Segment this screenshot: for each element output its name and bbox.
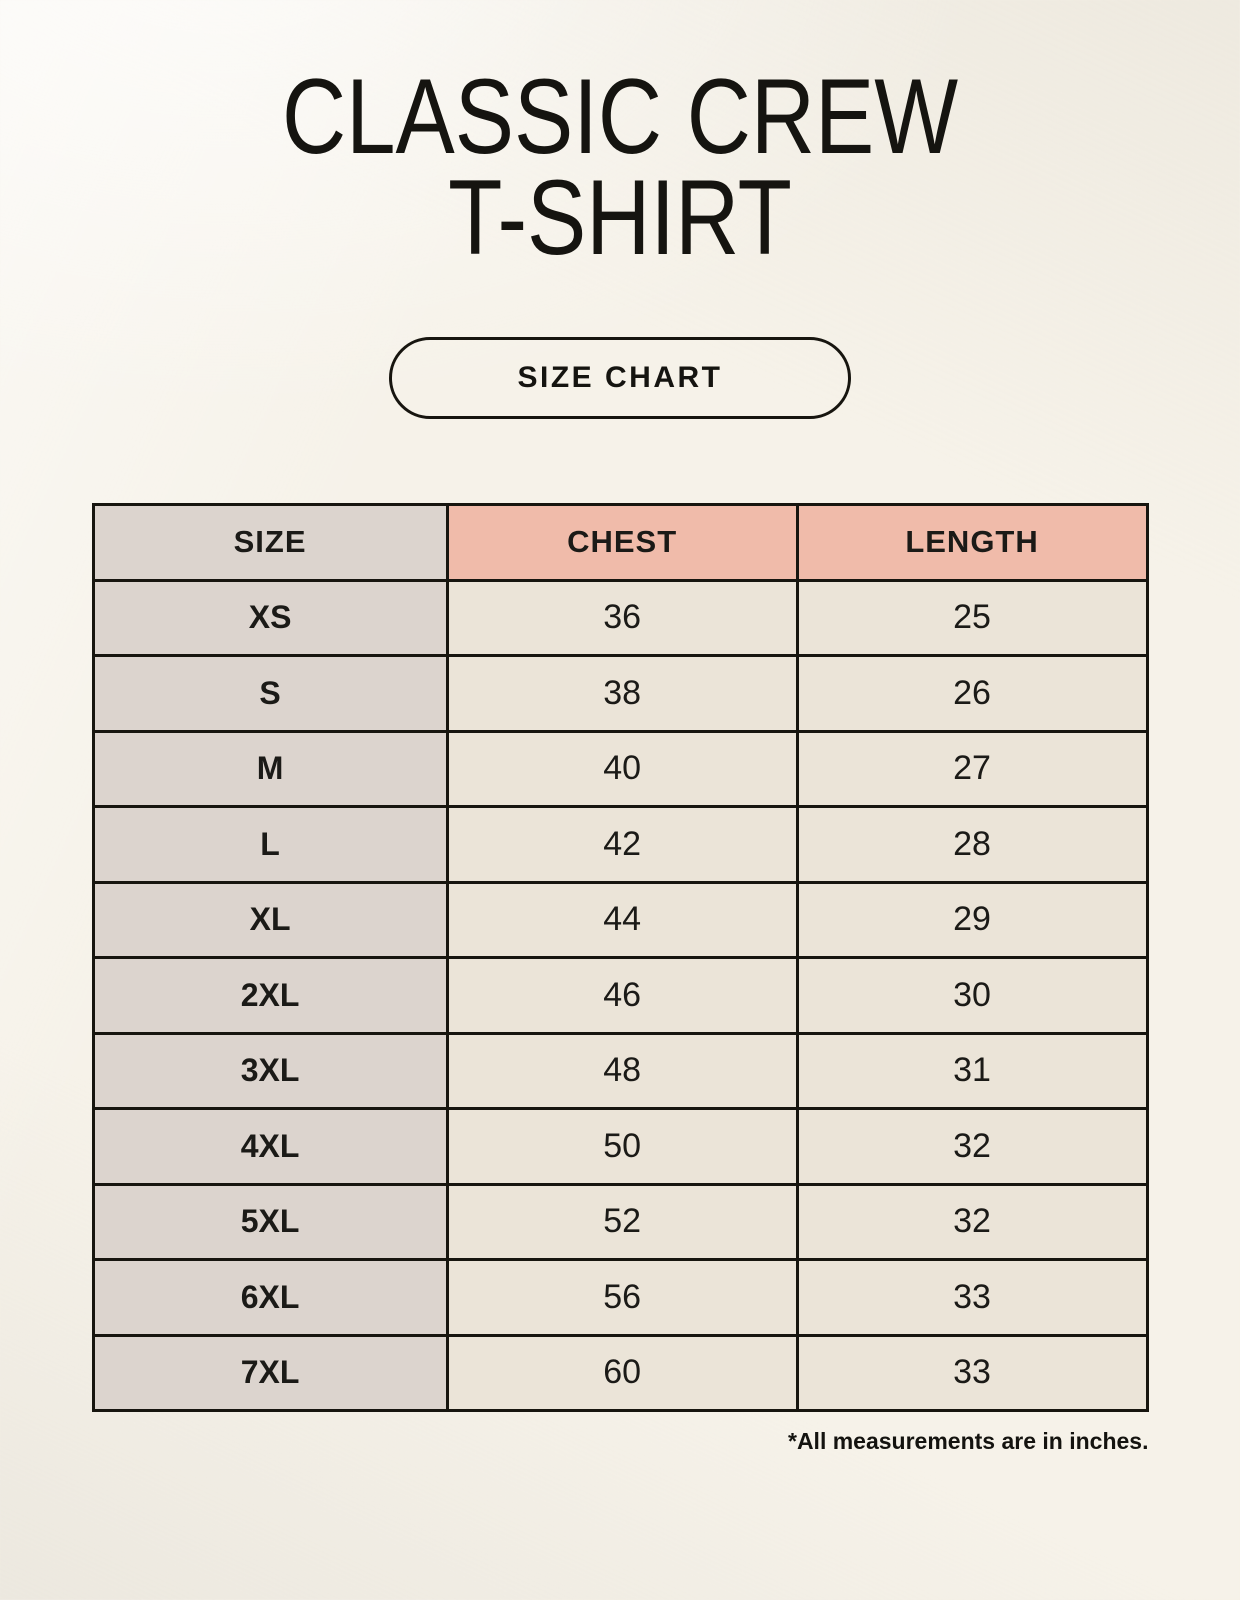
table-row: 7XL 60 33 bbox=[91, 1333, 1149, 1413]
table-row: M 40 27 bbox=[91, 729, 1149, 809]
length-cell: 31 bbox=[795, 1031, 1149, 1111]
length-cell: 30 bbox=[795, 956, 1149, 1035]
length-cell: 25 bbox=[795, 578, 1149, 658]
length-cell: 28 bbox=[795, 805, 1149, 884]
page-title-line-1: CLASSIC CREW bbox=[281, 56, 959, 176]
chest-cell: 46 bbox=[445, 956, 799, 1035]
size-cell: M bbox=[91, 729, 449, 809]
size-cell: S bbox=[91, 654, 449, 733]
size-cell: 6XL bbox=[91, 1258, 449, 1337]
measurements-footnote: *All measurements are in inches. bbox=[788, 1428, 1149, 1455]
table-row: L 42 28 bbox=[91, 805, 1149, 884]
size-cell: XL bbox=[91, 880, 449, 960]
length-cell: 27 bbox=[795, 729, 1149, 809]
size-cell: 3XL bbox=[91, 1031, 449, 1111]
column-header-size: SIZE bbox=[91, 503, 449, 582]
table-row: S 38 26 bbox=[91, 654, 1149, 733]
table-row: 5XL 52 32 bbox=[91, 1182, 1149, 1262]
length-cell: 29 bbox=[795, 880, 1149, 960]
chest-cell: 60 bbox=[445, 1333, 799, 1413]
size-cell: 2XL bbox=[91, 956, 449, 1035]
table-row: XS 36 25 bbox=[91, 578, 1149, 658]
length-cell: 26 bbox=[795, 654, 1149, 733]
chest-cell: 52 bbox=[445, 1182, 799, 1262]
table-header-row: SIZE CHEST LENGTH bbox=[91, 503, 1149, 582]
chest-cell: 42 bbox=[445, 805, 799, 884]
size-chart-page: CLASSIC CREW T-SHIRT SIZE CHART SIZE CHE… bbox=[0, 56, 1240, 1600]
column-header-chest: CHEST bbox=[445, 503, 799, 582]
size-chart-table-container: SIZE CHEST LENGTH XS 36 25 S 38 26 M 40 27 L 42 28 X… bbox=[91, 503, 1149, 1413]
table-row: 6XL 56 33 bbox=[91, 1258, 1149, 1337]
size-cell: 5XL bbox=[91, 1182, 449, 1262]
size-cell: XS bbox=[91, 578, 449, 658]
table-row: XL 44 29 bbox=[91, 880, 1149, 960]
column-header-length: LENGTH bbox=[795, 503, 1149, 582]
size-cell: L bbox=[91, 805, 449, 884]
page-title: CLASSIC CREW T-SHIRT bbox=[105, 56, 1134, 277]
length-cell: 32 bbox=[795, 1182, 1149, 1262]
size-chart-table-body: XS 36 25 S 38 26 M 40 27 L 42 28 XL 44 29 2XL 46 30 3XL 48 3… bbox=[91, 578, 1149, 1413]
size-chart-table: SIZE CHEST LENGTH XS 36 25 S 38 26 M 40 27 L 42 28 X… bbox=[91, 503, 1149, 1413]
table-row: 2XL 46 30 bbox=[91, 956, 1149, 1035]
length-cell: 32 bbox=[795, 1107, 1149, 1186]
chest-cell: 40 bbox=[445, 729, 799, 809]
length-cell: 33 bbox=[795, 1333, 1149, 1413]
page-title-line-2: T-SHIRT bbox=[448, 156, 792, 277]
chest-cell: 50 bbox=[445, 1107, 799, 1186]
chest-cell: 36 bbox=[445, 578, 799, 658]
size-cell: 7XL bbox=[91, 1333, 449, 1413]
chest-cell: 48 bbox=[445, 1031, 799, 1111]
chest-cell: 56 bbox=[445, 1258, 799, 1337]
size-chart-button[interactable]: SIZE CHART bbox=[389, 337, 851, 420]
chest-cell: 44 bbox=[445, 880, 799, 960]
table-row: 4XL 50 32 bbox=[91, 1107, 1149, 1186]
size-cell: 4XL bbox=[91, 1107, 449, 1186]
chest-cell: 38 bbox=[445, 654, 799, 733]
length-cell: 33 bbox=[795, 1258, 1149, 1337]
table-row: 3XL 48 31 bbox=[91, 1031, 1149, 1111]
